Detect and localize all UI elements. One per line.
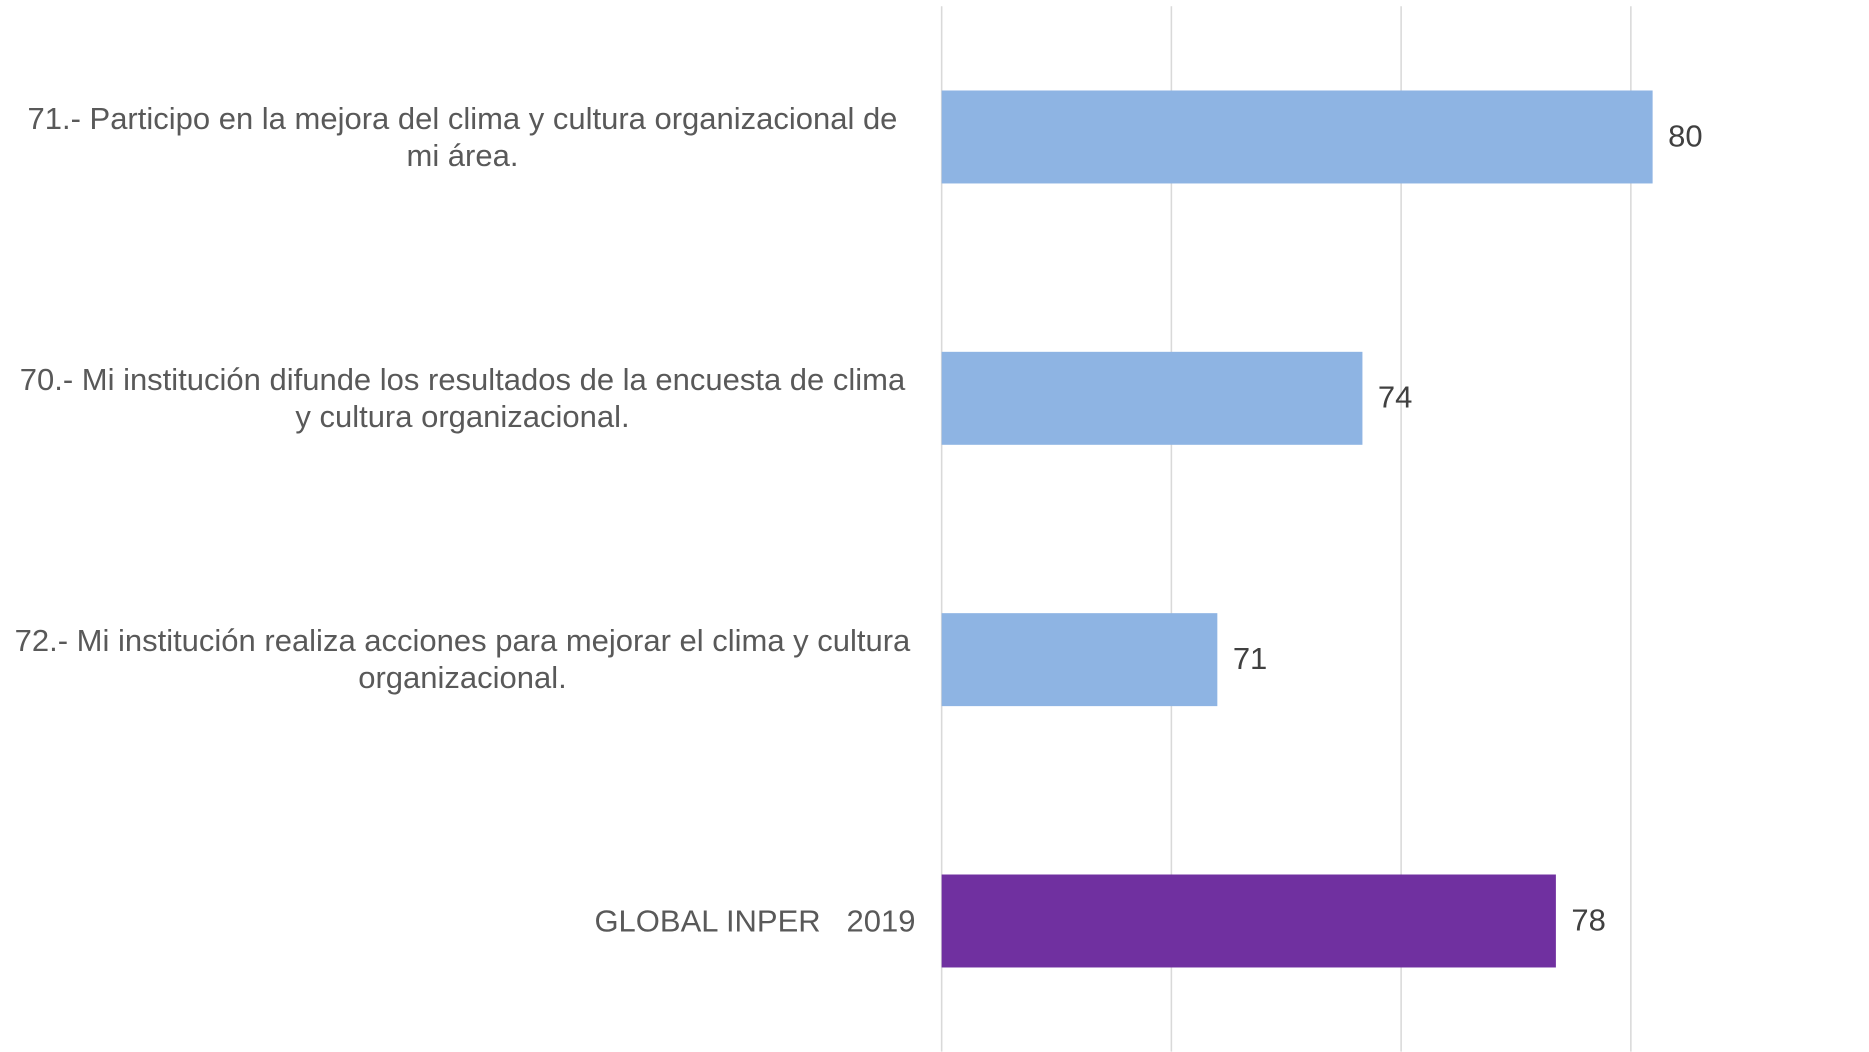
category-label-wrap: 71.- Participo en la mejora del clima y … [10,65,916,208]
category-label-wrap: GLOBAL INPER 2019 [10,849,916,992]
bar [941,351,1363,445]
category-label-box: 72.- Mi institución realiza acciones par… [10,588,916,731]
bar [941,90,1653,184]
category-label-box: GLOBAL INPER 2019 [10,849,916,992]
value-label: 71 [1233,641,1267,676]
value-label: 78 [1571,902,1605,937]
bar [941,874,1556,968]
category-label-wrap: 72.- Mi institución realiza acciones par… [10,588,916,731]
category-label: 71.- Participo en la mejora del clima y … [27,100,907,173]
value-label: 74 [1378,380,1412,415]
category-label: 72.- Mi institución realiza acciones par… [14,622,911,696]
category-label-wrap: 70.- Mi institución difunde los resultad… [10,327,916,470]
category-label: 70.- Mi institución difunde los resultad… [19,361,914,435]
category-label-box: 70.- Mi institución difunde los resultad… [10,327,916,470]
value-label: 80 [1668,118,1702,153]
category-label-box: 71.- Participo en la mejora del clima y … [10,65,916,208]
category-label: GLOBAL INPER 2019 [594,902,916,939]
bar [941,613,1218,707]
